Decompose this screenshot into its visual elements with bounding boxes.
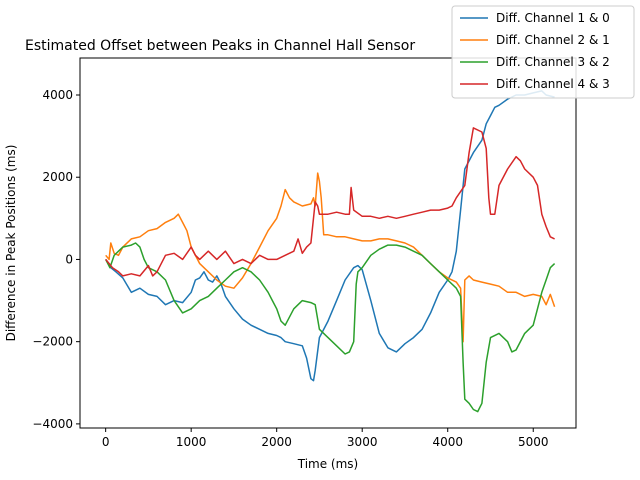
legend: Diff. Channel 1 & 0 Diff. Channel 2 & 1 Di… [451,5,635,99]
legend-label: Diff. Channel 4 & 3 [496,77,610,91]
x-tick-label: 2000 [261,435,292,449]
legend-label: Diff. Channel 1 & 0 [496,11,610,25]
chart-title: Estimated Offset between Peaks in Channe… [25,38,415,54]
x-tick-label: 1000 [176,435,207,449]
x-tick-label: 0 [102,435,110,449]
y-tick-label: −4000 [32,417,73,431]
legend-label: Diff. Channel 3 & 2 [496,55,610,69]
series-line-4 [105,127,555,277]
y-tick-label: 4000 [42,88,73,102]
series-line-2 [105,172,556,343]
ticks-layer: 0 1000 2000 3000 4000 5000 −4000 −2000 0 2000 4000 [32,88,548,449]
x-tick-label: 3000 [347,435,378,449]
series-line-3 [105,242,556,413]
y-axis-label: Difference in Peak Positions (ms) [4,145,18,342]
x-axis-label: Time (ms) [297,457,359,471]
x-tick-label: 5000 [518,435,549,449]
legend-label: Diff. Channel 2 & 1 [496,33,610,47]
y-tick-label: −2000 [32,335,73,349]
legend-box [451,5,635,99]
x-tick-label: 4000 [432,435,463,449]
axes-frame [79,57,577,429]
series-layer [105,90,556,413]
series-line-1 [105,90,555,382]
y-tick-label: 2000 [42,170,73,184]
y-tick-label: 0 [65,252,73,266]
